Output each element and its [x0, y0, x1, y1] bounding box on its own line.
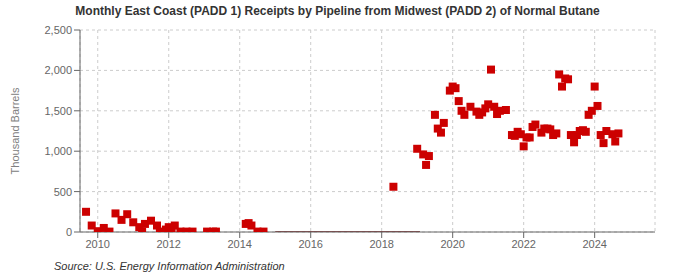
html-text:Monthly East Coast (PADD 1) Re: Monthly East Coast (PADD 1) Receipts by …	[75, 4, 600, 18]
svg-text:1,500: 1,500	[44, 105, 72, 117]
svg-text:500: 500	[54, 186, 72, 198]
svg-text:2012: 2012	[156, 238, 180, 250]
svg-text:2020: 2020	[440, 238, 464, 250]
svg-text:2018: 2018	[369, 238, 393, 250]
svg-text:0: 0	[66, 226, 72, 238]
svg-text:Thousand Barrels: Thousand Barrels	[9, 87, 21, 174]
svg-text:2014: 2014	[227, 238, 251, 250]
svg-text:2010: 2010	[86, 238, 110, 250]
svg-text:2016: 2016	[298, 238, 322, 250]
svg-text:1,000: 1,000	[44, 145, 72, 157]
svg-text:2,500: 2,500	[44, 24, 72, 36]
svg-text:2022: 2022	[511, 238, 535, 250]
html-text:Source: U.S. Energy Informatio: Source: U.S. Energy Information Administ…	[54, 260, 285, 272]
svg-text:2,000: 2,000	[44, 64, 72, 76]
svg-text:2024: 2024	[582, 238, 606, 250]
